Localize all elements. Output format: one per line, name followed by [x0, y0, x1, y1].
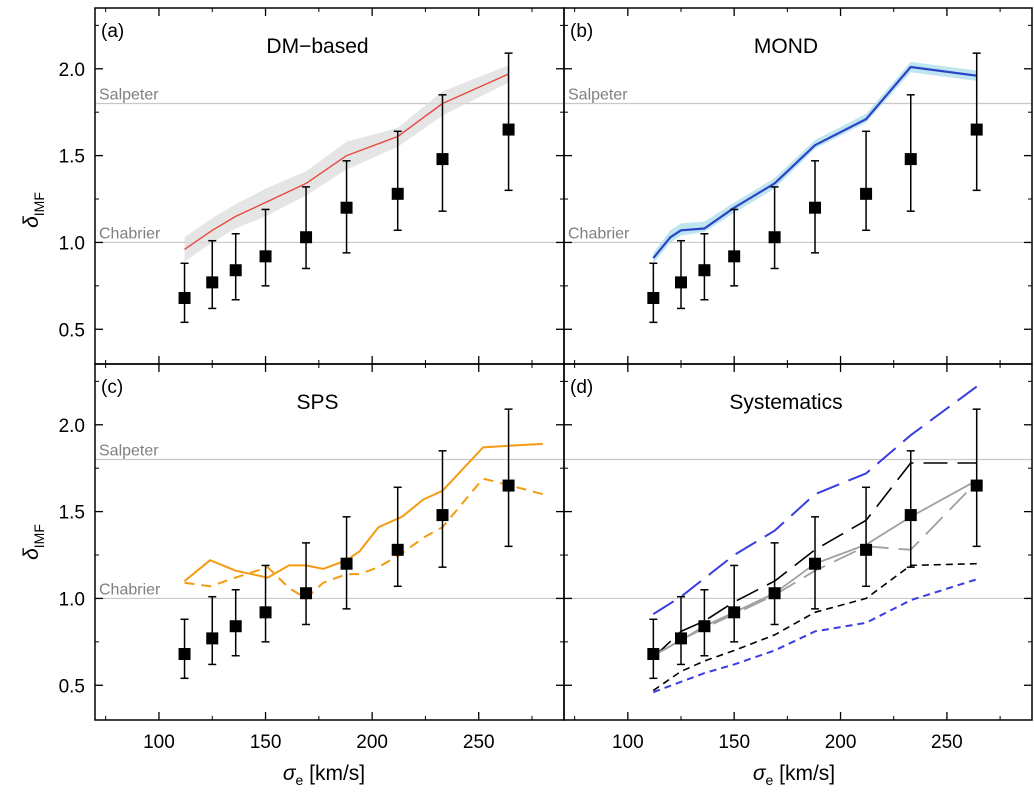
data-point	[809, 201, 822, 214]
data-point	[178, 292, 191, 305]
data-point	[259, 606, 272, 619]
ylabel-bottom: δIMF	[20, 524, 47, 560]
data-point	[860, 187, 873, 200]
ylabel-top: δIMF	[20, 192, 47, 228]
data-point	[206, 276, 219, 289]
data-point	[229, 620, 242, 633]
data-point	[229, 264, 242, 277]
data-point	[391, 543, 404, 556]
y-tick-label: 2.0	[59, 416, 85, 437]
data-point	[904, 153, 917, 166]
panel-label: (d)	[570, 377, 593, 398]
reference-label: Salpeter	[99, 443, 159, 460]
data-point	[502, 123, 515, 136]
data-point	[860, 543, 873, 556]
y-tick-label: 1.0	[59, 233, 85, 254]
data-point	[300, 231, 313, 244]
panel-c: Salpeter Chabrier 100 150 200 250 0.5 1.0 1.5 2.0…	[59, 363, 565, 753]
y-tick-label: 1.5	[59, 147, 85, 168]
panel-a: Salpeter Chabrier 0.5 1.0 1.5 2.0 (a) DM−based	[59, 7, 565, 365]
panel-frame	[94, 7, 565, 365]
xlabel-right: σe [km/s]	[753, 762, 835, 788]
panel-frame	[94, 363, 565, 721]
reference-label: Chabrier	[99, 581, 161, 598]
panel-label: (c)	[101, 377, 123, 398]
data-point	[675, 276, 687, 289]
panel-title: SPS	[296, 391, 338, 414]
data-point	[647, 648, 660, 661]
data-point	[206, 632, 219, 645]
series-line	[652, 578, 978, 694]
y-tick-label: 0.5	[59, 676, 85, 697]
data-point	[259, 250, 272, 263]
xlabel-left: σe [km/s]	[283, 762, 365, 788]
data-point	[675, 632, 687, 645]
x-tick-label: 200	[825, 732, 857, 753]
data-point	[904, 509, 917, 522]
x-tick-label: 250	[463, 732, 495, 753]
series-line	[184, 73, 509, 250]
data-point	[340, 557, 353, 570]
data-point	[970, 479, 983, 492]
reference-label: Chabrier	[568, 225, 630, 242]
panel-label: (a)	[101, 21, 124, 42]
data-point	[970, 123, 983, 136]
panel-title: Systematics	[729, 391, 842, 414]
panel-label: (b)	[570, 21, 593, 42]
series-line	[652, 385, 978, 615]
data-point	[698, 264, 711, 277]
data-point	[436, 153, 449, 166]
data-point	[809, 557, 822, 570]
data-point	[391, 187, 404, 200]
series-line	[652, 481, 978, 657]
reference-label: Salpeter	[99, 87, 159, 104]
data-point	[698, 620, 711, 633]
data-point	[436, 509, 449, 522]
reference-label: Chabrier	[99, 225, 161, 242]
panel-frame	[563, 363, 1033, 721]
panel-title: MOND	[754, 35, 818, 58]
y-tick-label: 0.5	[59, 320, 85, 341]
x-tick-label: 200	[356, 732, 388, 753]
series-line	[652, 65, 977, 259]
x-tick-label: 250	[931, 732, 963, 753]
y-tick-label: 1.0	[59, 589, 85, 610]
x-tick-label: 100	[612, 732, 644, 753]
panel-b: Salpeter Chabrier (b) MOND	[563, 7, 1033, 365]
x-tick-label: 150	[718, 732, 750, 753]
data-point	[300, 587, 313, 600]
data-point	[768, 587, 781, 600]
series-line	[184, 477, 543, 600]
reference-label: Salpeter	[568, 87, 628, 104]
data-point	[728, 250, 741, 263]
data-point	[647, 292, 660, 305]
series-line	[652, 562, 977, 692]
data-point	[768, 231, 781, 244]
y-tick-label: 2.0	[59, 60, 85, 81]
x-tick-label: 100	[143, 732, 175, 753]
panel-d: 100 150 200 250 (d) Systematics	[563, 363, 1033, 753]
series-line	[183, 442, 543, 582]
y-tick-label: 1.5	[59, 503, 85, 524]
data-point	[502, 479, 515, 492]
panel-title: DM−based	[266, 35, 368, 58]
x-tick-label: 150	[250, 732, 282, 753]
data-point	[178, 648, 191, 661]
data-point	[728, 606, 741, 619]
data-point	[340, 201, 353, 214]
panel-frame	[563, 7, 1033, 365]
